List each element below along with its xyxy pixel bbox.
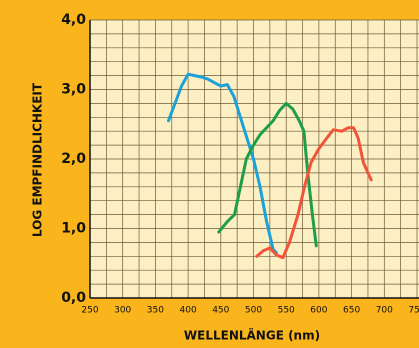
x-tick-label: 250 (81, 306, 98, 316)
y-tick-label: 0,0 (61, 290, 86, 306)
x-axis-label: WELLENLÄNGE (nm) (184, 328, 320, 343)
x-tick-label: 500 (245, 306, 262, 316)
x-tick-label: 600 (310, 306, 327, 316)
x-tick-label: 650 (343, 306, 360, 316)
y-tick-label: 3,0 (61, 82, 86, 98)
x-tick-label: 750 (408, 306, 419, 316)
x-tick-label: 550 (278, 306, 295, 316)
line (217, 101, 318, 248)
line (255, 126, 373, 260)
x-tick-label: 400 (180, 306, 197, 316)
y-axis-label: LOG EMPFINDLICHKEIT (31, 82, 45, 237)
x-tick-label: 450 (212, 306, 229, 316)
line (166, 72, 278, 255)
y-tick-label: 1,0 (61, 221, 86, 237)
x-tick-label: 350 (147, 306, 164, 316)
x-tick-label: 300 (114, 306, 131, 316)
x-tick-label: 700 (376, 306, 393, 316)
y-tick-label: 4,0 (61, 12, 86, 28)
y-tick-label: 2,0 (61, 151, 86, 167)
